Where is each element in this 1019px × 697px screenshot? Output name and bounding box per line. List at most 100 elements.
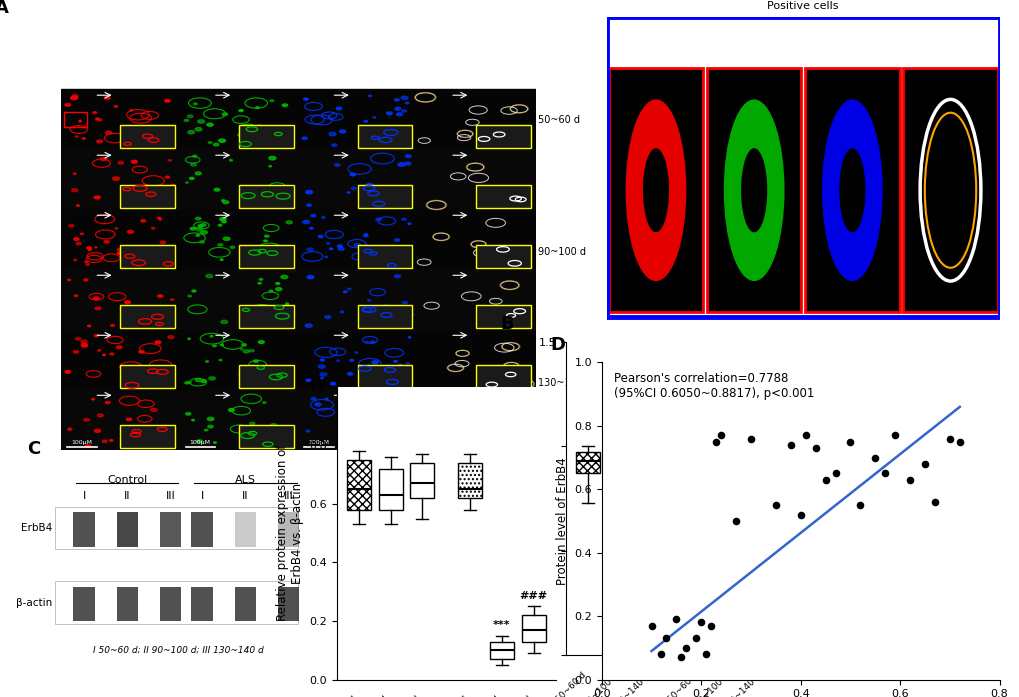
Point	[876, 468, 893, 479]
Ellipse shape	[195, 172, 201, 175]
Bar	[476, 365, 530, 388]
Ellipse shape	[212, 345, 216, 347]
Bar	[73, 587, 95, 621]
Ellipse shape	[269, 165, 271, 167]
Ellipse shape	[219, 217, 226, 221]
Bar	[417, 270, 535, 330]
Ellipse shape	[397, 163, 405, 166]
Ellipse shape	[100, 158, 107, 160]
Ellipse shape	[187, 115, 193, 118]
Text: Parvalbumin: Parvalbumin	[84, 20, 157, 29]
Ellipse shape	[288, 438, 293, 441]
Ellipse shape	[147, 380, 153, 383]
Ellipse shape	[329, 248, 332, 250]
Ellipse shape	[275, 282, 279, 284]
Ellipse shape	[403, 301, 408, 304]
Bar	[299, 390, 417, 450]
Ellipse shape	[396, 128, 400, 130]
Ellipse shape	[121, 323, 124, 325]
Text: Control: Control	[107, 475, 148, 485]
Point	[926, 496, 943, 507]
Ellipse shape	[258, 282, 261, 284]
Ellipse shape	[97, 118, 102, 121]
Bar	[116, 587, 138, 621]
Text: II: II	[124, 491, 130, 501]
PathPatch shape	[410, 463, 434, 498]
Bar	[120, 125, 175, 148]
Ellipse shape	[74, 295, 77, 297]
Ellipse shape	[280, 323, 286, 326]
Ellipse shape	[95, 307, 101, 309]
PathPatch shape	[346, 460, 370, 510]
Bar	[61, 330, 179, 390]
Ellipse shape	[94, 196, 100, 199]
Point	[797, 430, 813, 441]
Ellipse shape	[127, 143, 132, 146]
Ellipse shape	[325, 399, 328, 400]
Ellipse shape	[371, 369, 377, 372]
Ellipse shape	[625, 100, 686, 281]
Ellipse shape	[220, 344, 223, 346]
Ellipse shape	[170, 299, 173, 300]
Ellipse shape	[341, 400, 347, 404]
PathPatch shape	[522, 615, 545, 641]
Bar	[238, 185, 293, 208]
Point	[678, 643, 694, 654]
Ellipse shape	[325, 256, 327, 257]
Bar	[120, 425, 175, 448]
Bar	[476, 245, 530, 268]
Ellipse shape	[221, 320, 227, 323]
Ellipse shape	[230, 246, 234, 248]
Text: 50~60 d: 50~60 d	[553, 671, 588, 697]
Ellipse shape	[198, 224, 203, 227]
Ellipse shape	[73, 351, 78, 353]
Ellipse shape	[72, 95, 78, 98]
Ellipse shape	[187, 130, 195, 134]
Ellipse shape	[222, 113, 227, 116]
Ellipse shape	[306, 190, 312, 194]
Ellipse shape	[307, 275, 314, 279]
Ellipse shape	[73, 173, 75, 174]
Ellipse shape	[407, 313, 413, 316]
Ellipse shape	[88, 249, 91, 250]
Text: ***: ***	[721, 588, 740, 597]
Ellipse shape	[187, 296, 192, 297]
Point	[816, 474, 833, 485]
Text: 50~60 d: 50~60 d	[324, 694, 359, 697]
Ellipse shape	[350, 174, 355, 176]
Text: III: III	[283, 491, 293, 501]
Ellipse shape	[165, 176, 169, 178]
Ellipse shape	[210, 335, 213, 337]
Ellipse shape	[67, 279, 70, 281]
Bar	[55, 581, 299, 624]
Bar	[417, 210, 535, 270]
Ellipse shape	[242, 344, 247, 346]
Bar	[61, 89, 179, 149]
Ellipse shape	[96, 118, 99, 119]
Bar	[238, 245, 293, 268]
Bar	[903, 68, 997, 312]
Ellipse shape	[114, 106, 117, 107]
Ellipse shape	[184, 119, 189, 121]
Ellipse shape	[269, 290, 272, 292]
Ellipse shape	[394, 239, 399, 241]
Ellipse shape	[383, 305, 388, 307]
Ellipse shape	[76, 205, 79, 206]
Ellipse shape	[373, 117, 375, 118]
Text: Control: Control	[29, 235, 59, 244]
PathPatch shape	[458, 463, 482, 498]
Ellipse shape	[147, 385, 149, 386]
Ellipse shape	[196, 227, 202, 231]
Bar	[358, 365, 412, 388]
Ellipse shape	[361, 261, 367, 265]
Ellipse shape	[337, 245, 342, 247]
Text: II: II	[242, 491, 249, 501]
Ellipse shape	[117, 252, 122, 254]
Ellipse shape	[98, 414, 103, 417]
Bar	[61, 270, 179, 330]
Ellipse shape	[150, 408, 157, 412]
Ellipse shape	[280, 275, 287, 279]
Text: 130~140 d: 130~140 d	[380, 694, 422, 697]
Ellipse shape	[393, 130, 396, 131]
PathPatch shape	[639, 457, 663, 484]
